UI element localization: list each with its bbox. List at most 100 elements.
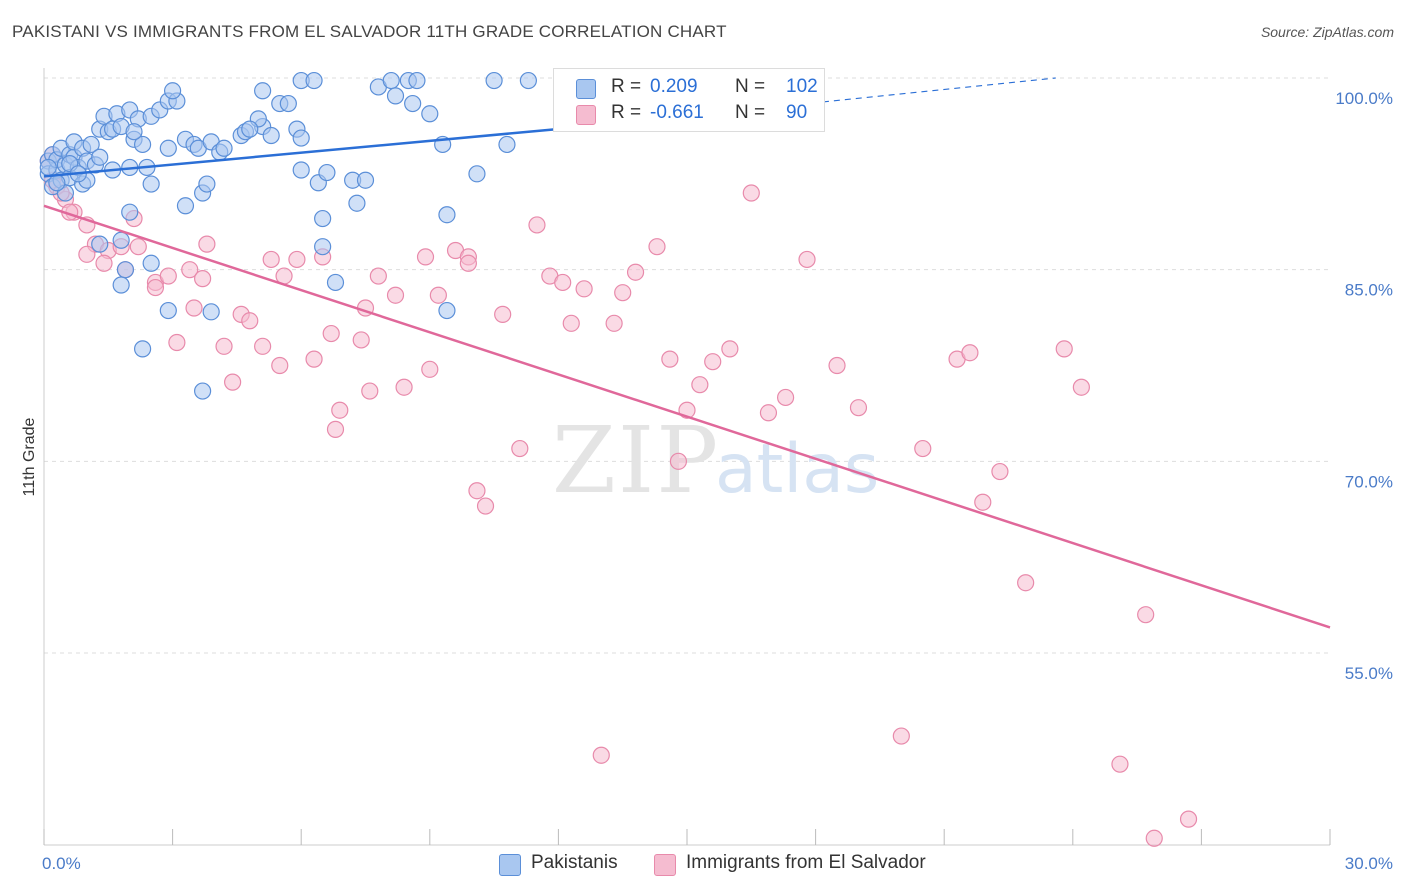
point-pakistanis (202, 303, 220, 321)
point-pakistanis (176, 197, 195, 215)
source-label: Source: ZipAtlas.com (1260, 24, 1394, 40)
point-pakistanis (82, 135, 100, 154)
point-el-salvador (892, 727, 910, 745)
point-el-salvador (331, 401, 349, 419)
point-el-salvador (254, 337, 272, 355)
point-el-salvador (661, 350, 679, 368)
legend-n-label: N = (735, 76, 766, 97)
point-el-salvador (828, 356, 846, 375)
grid (44, 77, 1330, 654)
point-pakistanis (133, 135, 152, 154)
point-pakistanis (404, 94, 422, 113)
point-el-salvador (288, 250, 306, 269)
legend-r-value: 0.209 (650, 76, 698, 97)
point-pakistanis (241, 120, 259, 138)
point-el-salvador (554, 273, 572, 292)
chart-title: PAKISTANI VS IMMIGRANTS FROM EL SALVADOR… (12, 22, 727, 41)
point-pakistanis (198, 175, 216, 193)
point-el-salvador (1145, 829, 1163, 847)
legend-n-value: 102 (786, 76, 818, 97)
point-pakistanis (519, 71, 537, 90)
point-el-salvador (691, 376, 709, 394)
point-el-salvador (759, 404, 778, 422)
point-el-salvador (395, 378, 413, 396)
y-tick-label: 70.0% (1345, 472, 1393, 491)
point-pakistanis (382, 71, 400, 90)
point-el-salvador (78, 245, 96, 263)
point-pakistanis (133, 340, 152, 358)
point-el-salvador (185, 299, 203, 317)
legend-n-value: 90 (786, 102, 808, 123)
point-el-salvador (605, 314, 623, 332)
point-pakistanis (125, 123, 143, 141)
point-el-salvador (326, 420, 345, 438)
bottom-legend-swatch-pakistanis (499, 854, 521, 876)
point-pakistanis (386, 87, 405, 105)
point-el-salvador (1055, 340, 1073, 358)
point-el-salvador (704, 353, 722, 371)
point-el-salvador (776, 388, 795, 407)
point-el-salvador (511, 439, 529, 458)
point-pakistanis (91, 148, 109, 166)
point-pakistanis (142, 175, 160, 193)
point-el-salvador (961, 344, 979, 362)
point-pakistanis (116, 261, 135, 279)
legend-n-label: N = (735, 102, 766, 123)
watermark-atlas: atlas (715, 430, 879, 509)
point-el-salvador (241, 312, 259, 330)
point-pakistanis (194, 382, 212, 400)
bottom-legend-swatch-el-salvador (654, 854, 676, 876)
point-pakistanis (421, 105, 439, 123)
point-el-salvador (361, 382, 379, 400)
legend-swatch-el-salvador (576, 105, 596, 125)
point-pakistanis (292, 129, 310, 147)
point-el-salvador (1072, 378, 1090, 396)
point-el-salvador (528, 216, 546, 234)
point-pakistanis (305, 71, 323, 90)
point-pakistanis (356, 171, 375, 189)
ticks: 100.0% 85.0% 70.0% 55.0% 0.0% 30.0% (42, 89, 1393, 873)
point-el-salvador (614, 284, 632, 302)
point-el-salvador (429, 286, 447, 304)
point-el-salvador (849, 399, 868, 417)
point-el-salvador (575, 280, 593, 298)
point-pakistanis (314, 209, 332, 228)
point-el-salvador (914, 439, 932, 458)
point-el-salvador (626, 263, 645, 281)
bottom-legend-label: Pakistanis (531, 852, 618, 873)
point-el-salvador (459, 254, 477, 272)
watermark-zip: ZIP (552, 407, 720, 514)
trend-lines (43, 77, 1331, 629)
point-pakistanis (112, 231, 130, 249)
point-pakistanis (438, 301, 456, 320)
legend-r-value: -0.661 (650, 102, 704, 123)
y-tick-label: 85.0% (1345, 281, 1393, 300)
point-el-salvador (129, 238, 147, 256)
point-el-salvador (974, 493, 992, 511)
point-pakistanis (112, 276, 130, 294)
point-el-salvador (592, 746, 610, 764)
point-el-salvador (991, 462, 1009, 481)
point-el-salvador (421, 360, 439, 378)
point-el-salvador (1137, 606, 1155, 624)
point-el-salvador (271, 356, 289, 375)
point-el-salvador (146, 278, 165, 297)
point-el-salvador (159, 267, 177, 285)
point-pakistanis (314, 238, 332, 256)
point-el-salvador (369, 267, 387, 285)
point-el-salvador (742, 184, 760, 202)
point-el-salvador (1111, 755, 1129, 773)
point-pakistanis (279, 94, 297, 113)
point-pakistanis (254, 82, 272, 100)
legend-r-label: R = (611, 76, 642, 97)
point-pakistanis (159, 139, 177, 157)
point-pakistanis (142, 254, 160, 272)
series-pakistanis (39, 71, 537, 400)
point-el-salvador (305, 350, 323, 368)
point-el-salvador (648, 238, 666, 256)
point-pakistanis (215, 139, 233, 157)
point-pakistanis (468, 165, 486, 183)
trend-line-el-salvador (43, 204, 1331, 629)
point-el-salvador (194, 270, 212, 288)
point-pakistanis (498, 135, 516, 154)
